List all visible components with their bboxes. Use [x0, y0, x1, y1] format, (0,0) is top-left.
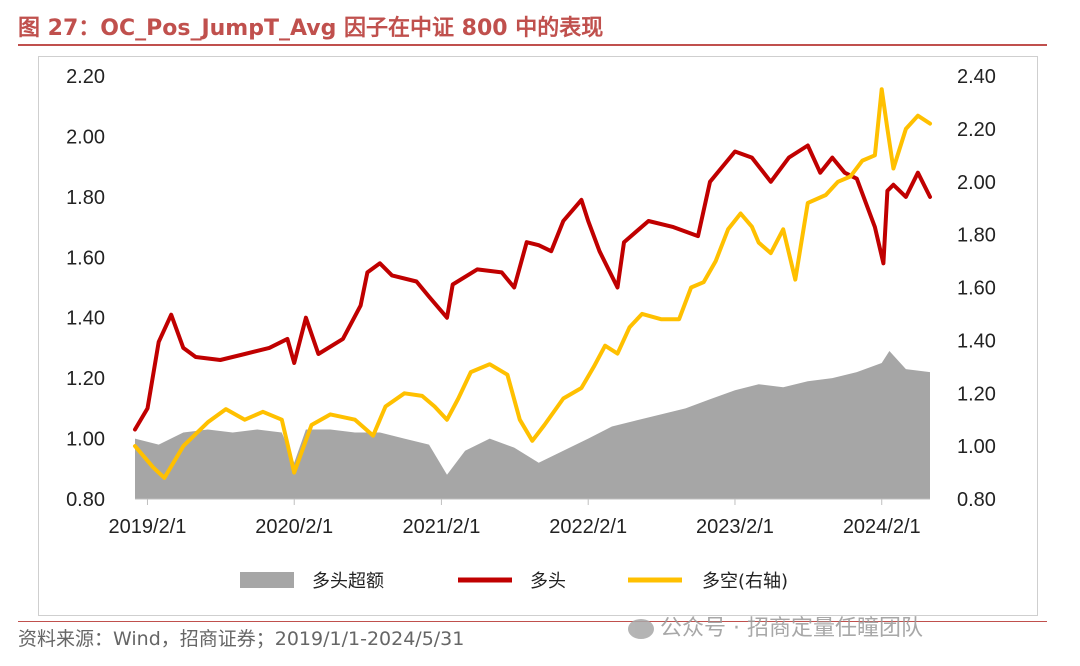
- series-line-layer: [133, 87, 932, 480]
- series-area-excess: [135, 351, 930, 499]
- source-rule: [18, 621, 1047, 622]
- right-axis-tick-label: 2.20: [957, 119, 996, 141]
- wechat-icon: [628, 619, 654, 639]
- left-axis-tick-label: 0.80: [66, 489, 105, 511]
- left-axis-labels: 0.80 1.00 1.20 1.40 1.60 1.80 2.00 2.20: [66, 66, 105, 511]
- excess-area-layer: [135, 351, 930, 499]
- x-axis-labels: 2019/2/1 2020/2/1 2021/2/1 2022/2/1 2023/2/1…: [109, 498, 930, 538]
- right-axis-tick-label: 1.80: [957, 225, 996, 247]
- right-axis-tick-label: 2.00: [957, 172, 996, 194]
- source-note: 资料来源：Wind，招商证券；2019/1/1-2024/5/31: [18, 628, 465, 650]
- right-axis-tick-label: 1.60: [957, 278, 996, 300]
- right-axis-tick-label: 0.80: [957, 489, 996, 511]
- figure-title: 图 27：OC_Pos_JumpT_Avg 因子在中证 800 中的表现: [18, 16, 604, 41]
- left-axis-tick-label: 1.60: [66, 247, 105, 269]
- legend-label: 多头: [530, 571, 566, 592]
- legend-label: 多头超额: [312, 571, 384, 592]
- series-line-long: [133, 143, 932, 432]
- title-rule: [18, 44, 1047, 46]
- left-axis-tick-label: 2.00: [66, 126, 105, 148]
- x-axis-tick-label: 2021/2/1: [402, 516, 480, 538]
- right-axis-tick-label: 1.00: [957, 436, 996, 458]
- watermark: 公众号 · 招商定量任瞳团队: [628, 610, 923, 642]
- legend: 多头超额 多头 多空(右轴): [240, 571, 788, 592]
- right-axis-tick-label: 1.20: [957, 383, 996, 405]
- left-axis-tick-label: 1.40: [66, 308, 105, 330]
- x-axis-tick-label: 2024/2/1: [843, 516, 921, 538]
- left-axis-tick-label: 1.20: [66, 368, 105, 390]
- right-axis-tick-label: 2.40: [957, 66, 996, 88]
- left-axis-tick-label: 1.00: [66, 429, 105, 451]
- left-axis-tick-label: 2.20: [66, 66, 105, 88]
- right-axis-tick-label: 1.40: [957, 330, 996, 352]
- x-axis-tick-label: 2019/2/1: [109, 516, 187, 538]
- series-line-longshort: [133, 87, 932, 480]
- x-axis-tick-label: 2020/2/1: [255, 516, 333, 538]
- x-axis-tick-label: 2023/2/1: [696, 516, 774, 538]
- legend-swatch-excess: [240, 572, 294, 588]
- legend-label: 多空(右轴): [702, 571, 788, 592]
- watermark-text: 公众号 · 招商定量任瞳团队: [660, 616, 923, 641]
- left-axis-tick-label: 1.80: [66, 187, 105, 209]
- x-axis-tick-label: 2022/2/1: [549, 516, 627, 538]
- right-axis-labels: 0.80 1.00 1.20 1.40 1.60 1.80 2.00 2.20 2.40: [957, 66, 996, 511]
- chart-frame: [38, 56, 1038, 616]
